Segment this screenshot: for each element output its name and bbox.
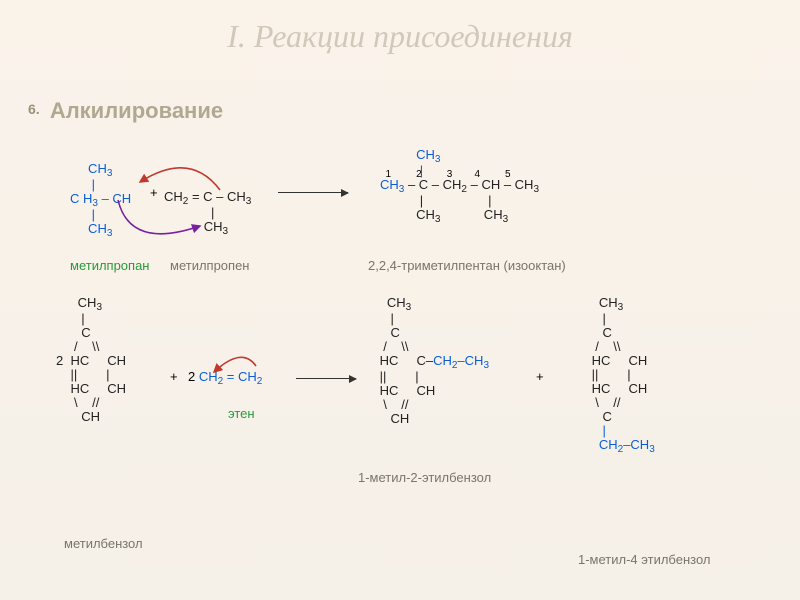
reaction-arrow-2 [296,378,356,379]
product-ortho-ethyltoluene: CH3 | C / \\ HC C–CH2–CH3 || | HC CH \ /… [376,296,489,426]
label-ortho: 1-метил-2-этилбензол [358,470,491,485]
label-para: 1-метил-4 этилбензол [578,552,710,567]
product-para-ethyltoluene: CH3 | C / \\ HC CH || | HC CH \ // C | C… [588,296,655,454]
plus-sign-3: + [536,370,544,384]
label-methylbenzene: метилбензол [64,536,143,551]
